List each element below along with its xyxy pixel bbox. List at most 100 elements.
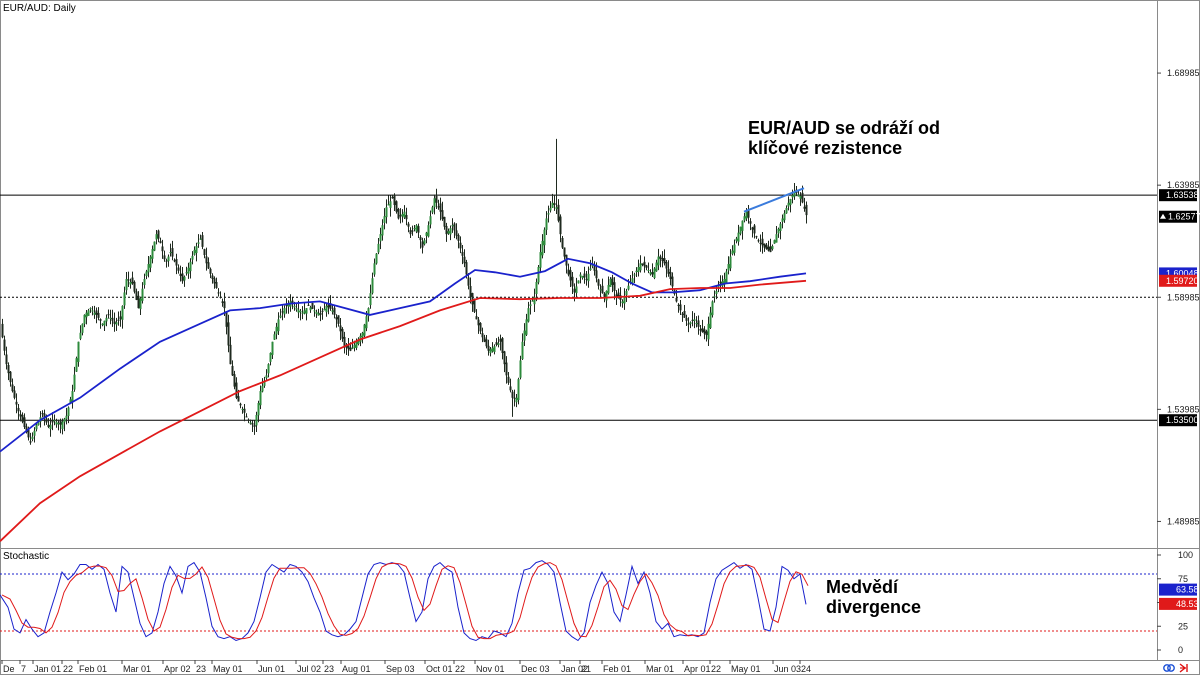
candle-body — [159, 241, 162, 244]
candle-body — [313, 310, 316, 312]
candle-body — [489, 349, 492, 354]
candle-body — [777, 228, 780, 234]
candle-body — [71, 391, 74, 403]
candle-body — [497, 343, 500, 345]
price-tick-label: 1.53985 — [1167, 404, 1200, 414]
candle-body — [699, 329, 702, 331]
candle-body — [223, 301, 226, 309]
candle-body — [209, 268, 212, 274]
candle-body — [273, 334, 276, 340]
candle-body — [611, 277, 614, 285]
candle-body — [373, 263, 376, 275]
candle-body — [131, 277, 134, 284]
link-charts-icon[interactable] — [1163, 664, 1175, 672]
candle-body — [701, 328, 704, 333]
candle-body — [529, 304, 532, 307]
candle-body — [167, 256, 170, 262]
scroll-to-end-icon[interactable] — [1179, 663, 1188, 673]
candle-body — [173, 260, 176, 262]
candle-body — [779, 223, 782, 231]
candle-body — [409, 230, 412, 235]
candle-body — [771, 246, 774, 250]
candle-body — [769, 246, 772, 253]
candle-body — [671, 276, 674, 287]
candle-body — [441, 210, 444, 220]
candle-body — [573, 288, 576, 293]
candle-body — [365, 316, 368, 329]
candle-body — [719, 281, 722, 284]
candle-body — [567, 269, 570, 275]
candle-body — [391, 196, 394, 199]
candle-body — [541, 240, 544, 256]
candle-body — [309, 307, 312, 311]
candle-body — [257, 403, 260, 416]
price-tick-label: 1.68985 — [1167, 68, 1200, 78]
candle-body — [519, 360, 522, 378]
candle-body — [655, 262, 658, 272]
candle-body — [235, 382, 238, 398]
candle-body — [775, 234, 778, 243]
candle-body — [411, 230, 414, 232]
candle-body — [793, 191, 796, 197]
candle-body — [113, 321, 116, 324]
candle-body — [399, 215, 402, 217]
price-tag-label: 1.63538 — [1166, 190, 1199, 200]
candle-body — [179, 273, 182, 276]
candle-body — [423, 240, 426, 245]
candle-body — [251, 423, 254, 425]
stochastic-tick-label: 75 — [1178, 574, 1188, 584]
candle-body — [277, 319, 280, 332]
candle-body — [207, 262, 210, 269]
candle-body — [195, 246, 198, 254]
candle-body — [549, 207, 552, 211]
candle-body — [275, 326, 278, 335]
candle-body — [737, 232, 740, 242]
candle-body — [171, 248, 174, 257]
candle-body — [597, 279, 600, 286]
candle-body — [57, 423, 60, 425]
candle-body — [145, 271, 148, 277]
price-tick-label: 1.58985 — [1167, 292, 1200, 302]
candle-body — [513, 397, 516, 399]
candle-body — [751, 227, 754, 230]
candle-body — [539, 252, 542, 268]
candle-body — [155, 234, 158, 240]
time-tick-label: 23 — [196, 664, 206, 674]
candle-body — [315, 311, 318, 314]
candle-body — [799, 196, 802, 199]
candle-body — [555, 207, 558, 209]
candle-body — [675, 297, 678, 302]
candle-body — [621, 301, 624, 304]
candle-body — [1, 323, 4, 338]
candle-body — [197, 242, 200, 244]
candle-body — [245, 416, 248, 418]
candle-body — [87, 310, 90, 316]
candle-body — [511, 391, 514, 398]
candle-body — [781, 218, 784, 222]
divergence-note-line-2: divergence — [826, 597, 921, 617]
candle-body — [349, 347, 352, 351]
candle-body — [95, 310, 98, 315]
candle-body — [467, 277, 470, 286]
candle-body — [375, 253, 378, 264]
time-tick-label: 22 — [455, 664, 465, 674]
candle-body — [243, 408, 246, 413]
candle-body — [689, 322, 692, 324]
candle-body — [651, 272, 654, 275]
candle-body — [709, 312, 712, 328]
candle-body — [363, 324, 366, 336]
time-tick-label: Jan 02 — [561, 664, 588, 674]
candle-body — [575, 286, 578, 294]
candle-body — [51, 420, 54, 423]
candle-body — [351, 347, 354, 349]
candle-body — [163, 255, 166, 260]
candle-body — [663, 258, 666, 264]
candle-body — [433, 198, 436, 208]
price-tag-box — [1159, 210, 1197, 223]
candle-body — [367, 308, 370, 317]
candle-body — [723, 278, 726, 285]
candle-body — [387, 204, 390, 206]
candle-body — [585, 278, 588, 280]
time-tick-label: Apr 02 — [164, 664, 191, 674]
